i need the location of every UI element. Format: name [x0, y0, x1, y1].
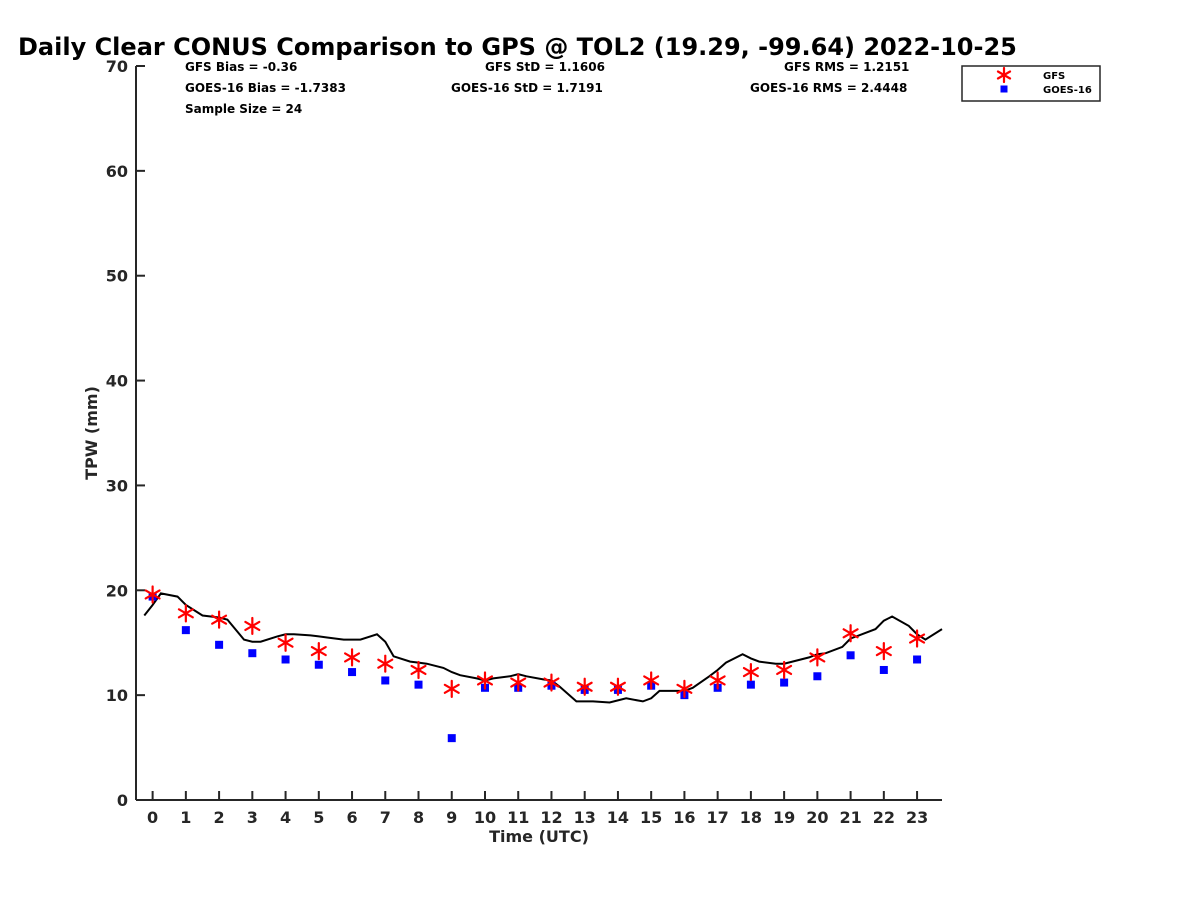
gfs-point — [377, 654, 394, 673]
gfs-point — [510, 673, 527, 692]
gfs-point — [842, 624, 859, 643]
y-axis-label: TPW (mm) — [82, 386, 101, 480]
goes-point — [281, 655, 290, 664]
x-ticks: 0 1 2 3 4 5 6 7 8 9 10 11 12 13 14 15 16 17 18 19 20 21 22 23 — [147, 791, 928, 827]
gfs-point — [609, 677, 626, 696]
x-tick-label: 21 — [839, 808, 861, 827]
goes-point — [381, 676, 390, 685]
x-axis-label: Time (UTC) — [489, 827, 589, 846]
x-tick-label: 9 — [446, 808, 457, 827]
gfs-series — [144, 585, 926, 698]
gfs-point — [576, 677, 593, 696]
axes — [135, 66, 942, 801]
goes-point — [181, 626, 190, 635]
y-tick-label: 10 — [106, 686, 128, 705]
goes-point — [913, 655, 922, 664]
gfs-point — [676, 679, 693, 698]
y-ticks: 0 10 20 30 40 50 60 70 — [106, 57, 145, 810]
gfs-point — [211, 610, 228, 629]
stats-block: GFS Bias = -0.36 GOES-16 Bias = -1.7383 … — [185, 60, 909, 116]
x-tick-label: 19 — [773, 808, 795, 827]
goes-point — [215, 640, 224, 649]
x-tick-label: 0 — [147, 808, 158, 827]
goes-point — [746, 680, 755, 689]
x-tick-label: 2 — [214, 808, 225, 827]
goes-point — [813, 672, 822, 681]
legend-goes-label: GOES-16 — [1043, 85, 1092, 96]
x-tick-label: 5 — [313, 808, 324, 827]
x-tick-label: 3 — [247, 808, 258, 827]
goes-bias-stat: GOES-16 Bias = -1.7383 — [185, 81, 346, 95]
y-tick-label: 30 — [106, 476, 128, 495]
x-tick-label: 20 — [806, 808, 828, 827]
x-tick-label: 4 — [280, 808, 291, 827]
gfs-rms-stat: GFS RMS = 1.2151 — [784, 60, 909, 74]
goes-point — [879, 665, 888, 674]
gps-series — [143, 592, 943, 704]
y-tick-label: 70 — [106, 57, 128, 76]
y-tick-label: 50 — [106, 267, 128, 286]
gfs-point — [476, 671, 494, 690]
x-tick-label: 7 — [380, 808, 391, 827]
goes-point — [248, 649, 257, 658]
x-tick-label: 13 — [574, 808, 596, 827]
x-tick-label: 12 — [540, 808, 562, 827]
gfs-point — [809, 648, 826, 667]
gfs-point — [344, 648, 361, 667]
x-tick-label: 15 — [640, 808, 662, 827]
goes-point — [780, 678, 789, 687]
gfs-point — [244, 616, 261, 636]
gfs-point — [776, 660, 793, 680]
goes-point — [314, 660, 323, 669]
legend-gfs-marker — [996, 66, 1012, 84]
gfs-point — [543, 673, 560, 692]
x-tick-label: 22 — [873, 808, 895, 827]
gfs-point — [643, 671, 660, 690]
x-tick-label: 18 — [740, 808, 762, 827]
x-tick-label: 16 — [673, 808, 695, 827]
legend-gfs-asterisk — [996, 66, 1012, 84]
goes-point — [447, 734, 456, 743]
y-tick-label: 0 — [117, 791, 128, 810]
gfs-point — [709, 671, 726, 690]
gfs-point — [875, 642, 892, 661]
gfs-point — [144, 585, 161, 604]
legend-box — [961, 65, 1101, 102]
legend-goes-marker — [1000, 85, 1008, 93]
y-tick-label: 40 — [106, 372, 128, 391]
x-tick-label: 11 — [507, 808, 529, 827]
x-tick-label: 23 — [906, 808, 928, 827]
gfs-std-stat: GFS StD = 1.1606 — [485, 60, 605, 74]
goes-point — [846, 651, 855, 660]
goes-point — [348, 668, 357, 677]
legend: GFS GOES-16 — [961, 65, 1101, 102]
x-tick-label: 17 — [707, 808, 729, 827]
legend-gfs-label: GFS — [1043, 71, 1065, 82]
sample-size-stat: Sample Size = 24 — [185, 102, 302, 116]
x-tick-label: 14 — [607, 808, 629, 827]
goes-rms-stat: GOES-16 RMS = 2.4448 — [750, 81, 907, 95]
x-tick-label: 10 — [474, 808, 496, 827]
goes-std-stat: GOES-16 StD = 1.7191 — [451, 81, 603, 95]
x-tick-label: 1 — [180, 808, 191, 827]
gfs-point — [177, 604, 194, 623]
gfs-bias-stat: GFS Bias = -0.36 — [185, 60, 297, 74]
gfs-point — [443, 679, 460, 698]
y-tick-label: 60 — [106, 162, 128, 181]
x-tick-label: 6 — [346, 808, 357, 827]
chart-title: Daily Clear CONUS Comparison to GPS @ TO… — [18, 33, 1017, 61]
gfs-point — [310, 642, 327, 661]
gps-line — [143, 592, 943, 704]
gfs-point — [277, 633, 294, 652]
gfs-point — [410, 660, 427, 680]
x-tick-label: 8 — [413, 808, 424, 827]
gfs-point — [742, 662, 759, 682]
goes-series — [148, 592, 922, 743]
gfs-point — [909, 629, 926, 648]
y-tick-label: 20 — [106, 581, 128, 600]
goes-point — [414, 680, 423, 689]
